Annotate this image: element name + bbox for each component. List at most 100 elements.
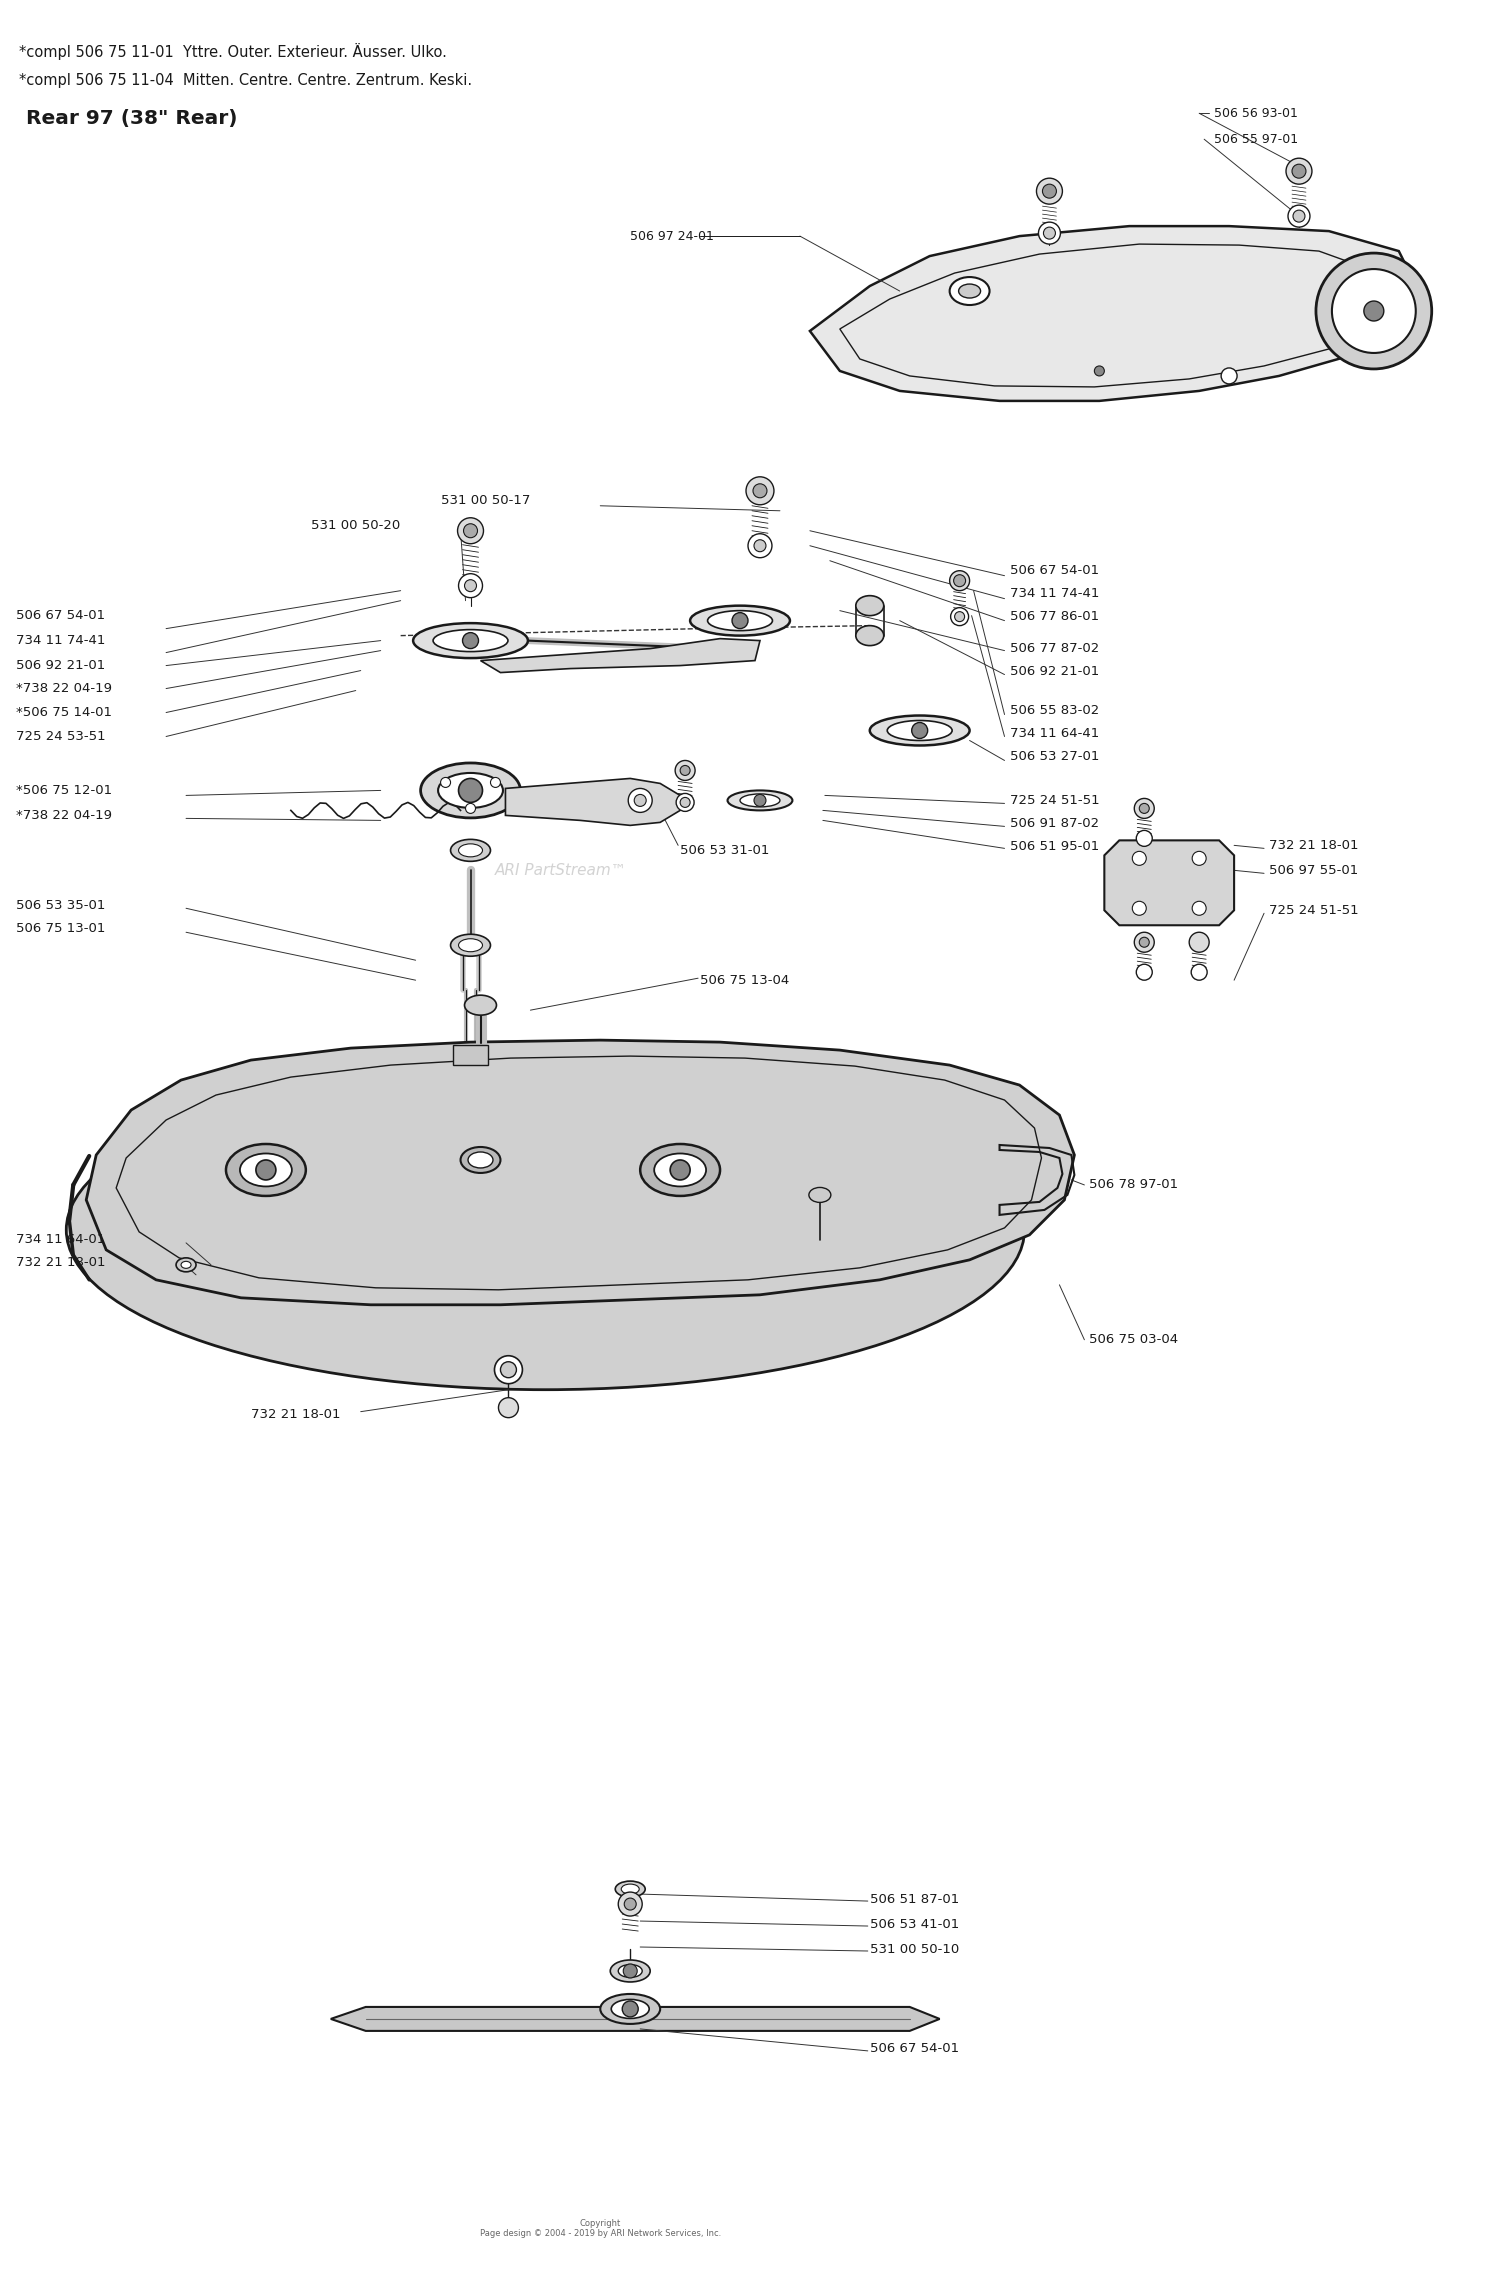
Text: 506 51 95-01: 506 51 95-01	[1010, 840, 1100, 854]
Circle shape	[670, 1161, 690, 1179]
Polygon shape	[453, 1045, 489, 1065]
Text: 531 00 50-20: 531 00 50-20	[310, 519, 401, 533]
Circle shape	[675, 760, 694, 781]
Circle shape	[501, 1361, 516, 1377]
Circle shape	[1332, 269, 1416, 353]
Text: 506 75 13-01: 506 75 13-01	[16, 922, 105, 935]
Text: 506 78 97-01: 506 78 97-01	[1089, 1179, 1179, 1190]
Text: 734 11 64-41: 734 11 64-41	[1010, 726, 1100, 740]
Text: 725 24 51-51: 725 24 51-51	[1010, 794, 1100, 808]
Text: 506 53 41-01: 506 53 41-01	[870, 1919, 958, 1930]
Ellipse shape	[886, 721, 952, 740]
Circle shape	[748, 535, 772, 558]
Ellipse shape	[654, 1154, 706, 1186]
Ellipse shape	[958, 284, 981, 298]
Text: 506 51 87-01: 506 51 87-01	[870, 1894, 958, 1905]
Polygon shape	[480, 640, 760, 674]
Ellipse shape	[433, 630, 508, 651]
Ellipse shape	[808, 1188, 831, 1202]
Circle shape	[1095, 366, 1104, 376]
Ellipse shape	[176, 1259, 196, 1272]
Circle shape	[1292, 164, 1306, 178]
Circle shape	[1044, 228, 1056, 239]
Circle shape	[680, 797, 690, 808]
Circle shape	[256, 1161, 276, 1179]
Text: 732 21 18-01: 732 21 18-01	[251, 1409, 340, 1420]
Text: 506 56 93-01: 506 56 93-01	[1214, 107, 1298, 121]
Circle shape	[754, 539, 766, 551]
Text: 506 53 31-01: 506 53 31-01	[680, 844, 770, 856]
Text: 506 67 54-01: 506 67 54-01	[870, 2042, 958, 2055]
Circle shape	[1192, 901, 1206, 915]
Circle shape	[1293, 209, 1305, 223]
Ellipse shape	[708, 610, 772, 630]
Text: 506 55 83-02: 506 55 83-02	[1010, 703, 1100, 717]
Circle shape	[1134, 799, 1155, 819]
Text: 531 00 50-10: 531 00 50-10	[870, 1941, 958, 1955]
Circle shape	[754, 794, 766, 806]
Text: *compl 506 75 11-01  Yttre. Outer. Exterieur. Äusser. Ulko.: *compl 506 75 11-01 Yttre. Outer. Exteri…	[20, 43, 447, 61]
Circle shape	[753, 485, 766, 498]
Circle shape	[1364, 300, 1384, 321]
Text: 734 11 74-41: 734 11 74-41	[16, 635, 105, 646]
Text: 506 77 86-01: 506 77 86-01	[1010, 610, 1098, 624]
Ellipse shape	[612, 1998, 650, 2019]
Text: 732 21 18-01: 732 21 18-01	[1269, 840, 1359, 851]
Circle shape	[732, 612, 748, 628]
Text: 506 97 24-01: 506 97 24-01	[630, 230, 714, 244]
Circle shape	[1286, 159, 1312, 184]
Ellipse shape	[690, 605, 790, 635]
Circle shape	[676, 794, 694, 813]
Text: 506 75 03-04: 506 75 03-04	[1089, 1334, 1179, 1345]
Ellipse shape	[728, 790, 792, 810]
Circle shape	[495, 1356, 522, 1384]
Text: 506 92 21-01: 506 92 21-01	[16, 660, 105, 671]
Text: 506 77 87-02: 506 77 87-02	[1010, 642, 1100, 655]
Text: 506 55 97-01: 506 55 97-01	[1214, 132, 1299, 146]
Text: *506 75 14-01: *506 75 14-01	[16, 706, 112, 719]
Text: 732 21 18-01: 732 21 18-01	[16, 1256, 106, 1270]
Polygon shape	[86, 1040, 1074, 1304]
Polygon shape	[1104, 840, 1234, 926]
Text: 734 11 64-01: 734 11 64-01	[16, 1234, 105, 1247]
Text: 506 97 55-01: 506 97 55-01	[1269, 865, 1359, 876]
Text: *compl 506 75 11-04  Mitten. Centre. Centre. Zentrum. Keski.: *compl 506 75 11-04 Mitten. Centre. Cent…	[20, 73, 472, 89]
Circle shape	[634, 794, 646, 806]
Ellipse shape	[459, 844, 483, 856]
Ellipse shape	[465, 995, 496, 1015]
Ellipse shape	[740, 794, 780, 808]
Circle shape	[628, 787, 652, 813]
Text: *738 22 04-19: *738 22 04-19	[16, 808, 112, 822]
Text: *506 75 12-01: *506 75 12-01	[16, 783, 112, 797]
Ellipse shape	[450, 840, 491, 860]
Text: 506 92 21-01: 506 92 21-01	[1010, 665, 1100, 678]
Text: 531 00 50-17: 531 00 50-17	[441, 494, 530, 508]
Ellipse shape	[438, 774, 503, 808]
Circle shape	[1288, 205, 1310, 228]
Circle shape	[1132, 901, 1146, 915]
Circle shape	[1132, 851, 1146, 865]
Circle shape	[490, 778, 501, 787]
Circle shape	[1221, 369, 1238, 385]
Circle shape	[1192, 851, 1206, 865]
Ellipse shape	[420, 762, 520, 817]
Text: 725 24 53-51: 725 24 53-51	[16, 731, 106, 742]
Circle shape	[622, 2001, 638, 2017]
Circle shape	[459, 778, 483, 803]
Circle shape	[459, 574, 483, 599]
Circle shape	[1140, 803, 1149, 813]
Circle shape	[1137, 965, 1152, 981]
Circle shape	[1316, 253, 1431, 369]
Circle shape	[462, 633, 478, 649]
Ellipse shape	[413, 624, 528, 658]
Text: 725 24 51-51: 725 24 51-51	[1269, 904, 1359, 917]
Text: 506 91 87-02: 506 91 87-02	[1010, 817, 1098, 831]
Ellipse shape	[459, 938, 483, 951]
Ellipse shape	[468, 1152, 494, 1168]
Ellipse shape	[870, 715, 969, 747]
Ellipse shape	[600, 1994, 660, 2023]
Circle shape	[1140, 938, 1149, 947]
Ellipse shape	[950, 278, 990, 305]
Ellipse shape	[226, 1145, 306, 1195]
Circle shape	[1134, 933, 1155, 951]
